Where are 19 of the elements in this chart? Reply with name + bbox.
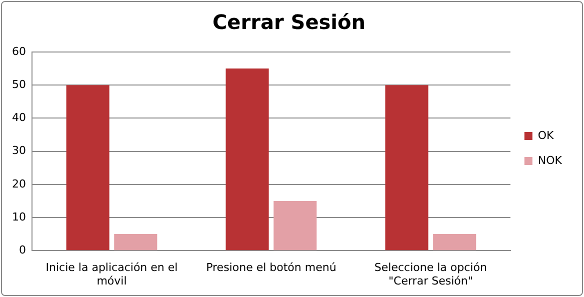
bar [66, 85, 110, 250]
y-tick-label: 30 [12, 144, 26, 158]
y-tick-label: 60 [12, 44, 26, 58]
bar [226, 68, 269, 250]
bar [274, 200, 317, 250]
x-tick-label: Presione el botón menú [206, 261, 336, 274]
chart-title: Cerrar Sesión [212, 10, 366, 34]
y-tick-label: 40 [12, 111, 26, 124]
x-tick-label: Seleccione la opción "Cerrar Sesión" [374, 261, 487, 288]
y-tick-label: 10 [12, 210, 26, 224]
bar [385, 85, 428, 250]
legend-label: OK [538, 128, 555, 142]
bar [114, 234, 158, 250]
y-tick-label: 50 [12, 78, 26, 91]
legend-label: NOK [538, 154, 563, 167]
y-tick-label: 20 [12, 177, 26, 190]
bar [433, 234, 476, 250]
x-tick-label: Inicie la aplicación en el móvil [46, 261, 178, 288]
y-tick-label: 0 [18, 243, 26, 256]
